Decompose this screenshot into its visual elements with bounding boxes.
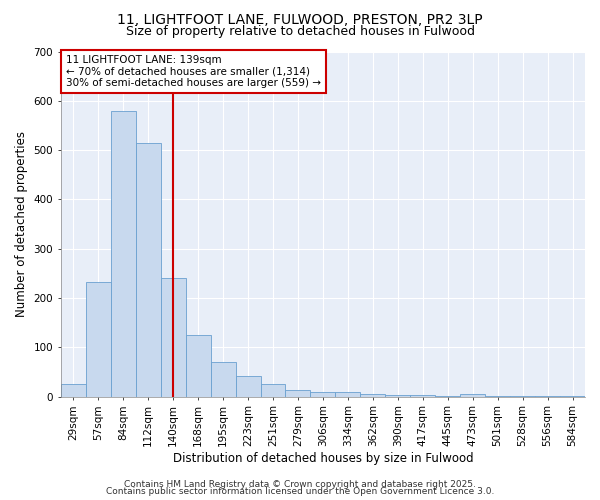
Bar <box>86 282 111 397</box>
Bar <box>310 392 335 396</box>
Text: 11, LIGHTFOOT LANE, FULWOOD, PRESTON, PR2 3LP: 11, LIGHTFOOT LANE, FULWOOD, PRESTON, PR… <box>117 12 483 26</box>
Text: Contains HM Land Registry data © Crown copyright and database right 2025.: Contains HM Land Registry data © Crown c… <box>124 480 476 489</box>
Bar <box>361 394 385 396</box>
Bar <box>61 384 86 396</box>
Bar <box>385 394 410 396</box>
Y-axis label: Number of detached properties: Number of detached properties <box>15 131 28 317</box>
Bar <box>185 335 211 396</box>
Bar <box>260 384 286 396</box>
Bar <box>460 394 485 396</box>
Bar <box>211 362 236 396</box>
Bar <box>335 392 361 396</box>
Bar <box>410 394 435 396</box>
X-axis label: Distribution of detached houses by size in Fulwood: Distribution of detached houses by size … <box>173 452 473 465</box>
Bar <box>236 376 260 396</box>
Text: Size of property relative to detached houses in Fulwood: Size of property relative to detached ho… <box>125 25 475 38</box>
Text: 11 LIGHTFOOT LANE: 139sqm
← 70% of detached houses are smaller (1,314)
30% of se: 11 LIGHTFOOT LANE: 139sqm ← 70% of detac… <box>66 55 321 88</box>
Bar <box>111 110 136 397</box>
Text: Contains public sector information licensed under the Open Government Licence 3.: Contains public sector information licen… <box>106 487 494 496</box>
Bar <box>136 142 161 396</box>
Bar <box>161 278 185 396</box>
Bar <box>286 390 310 396</box>
